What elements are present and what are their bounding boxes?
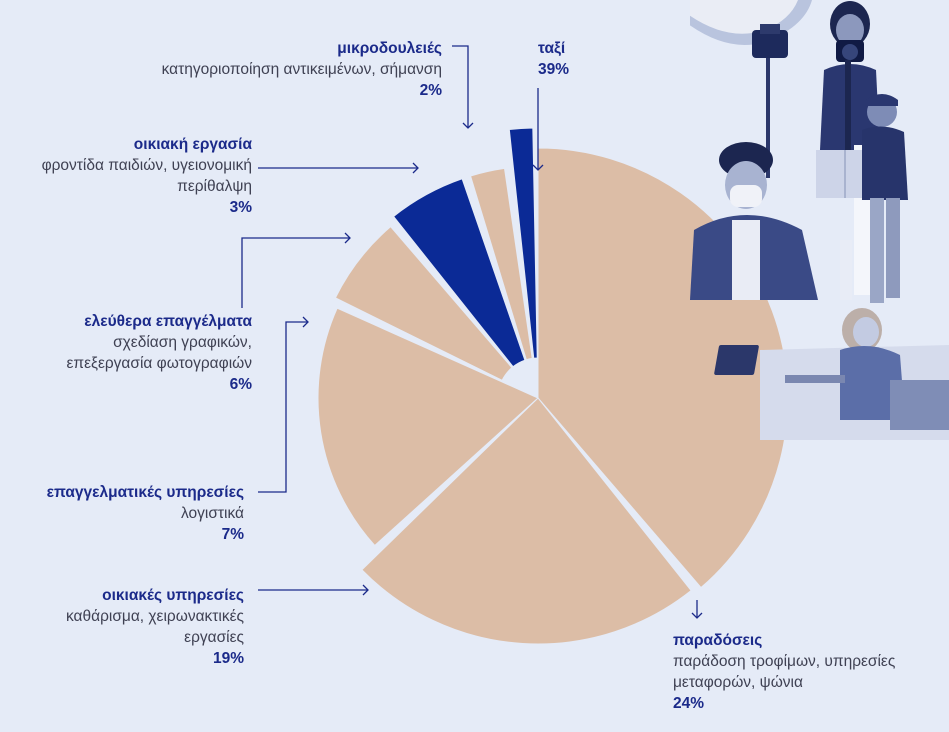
slice-percent: 2% bbox=[419, 82, 442, 99]
slice-description: παράδοση τροφίμων, υπηρεσίες μεταφορών, … bbox=[673, 653, 896, 691]
slice-percent: 24% bbox=[673, 695, 705, 712]
leader-lines bbox=[241, 45, 703, 619]
slice-label-microtasks: μικροδουλειές κατηγοριοποίηση αντικειμέν… bbox=[142, 38, 442, 101]
slice-description: λογιστικά bbox=[181, 505, 244, 522]
slice-title: ταξί bbox=[538, 40, 566, 57]
gig-workers-photo-icon bbox=[690, 0, 949, 440]
pie-slice-microtasks bbox=[508, 127, 538, 359]
slice-label-housework: οικιακή εργασία φροντίδα παιδιών, υγειον… bbox=[0, 134, 252, 218]
slice-description: καθάρισμα, χειρωνακτικές εργασίες bbox=[65, 608, 244, 646]
leader-professional bbox=[258, 321, 308, 493]
slice-percent: 7% bbox=[221, 526, 244, 543]
leader-freelance-arrowhead bbox=[344, 232, 351, 244]
slice-title: οικιακές υπηρεσίες bbox=[102, 587, 244, 604]
leader-freelance bbox=[241, 237, 350, 308]
slice-title: οικιακή εργασία bbox=[133, 136, 252, 153]
slice-title: ελεύθερα επαγγέλματα bbox=[84, 313, 252, 330]
pie-slice-professional bbox=[334, 225, 513, 381]
slice-description: κατηγοριοποίηση αντικειμένων, σήμανση bbox=[161, 61, 442, 78]
slice-title: μικροδουλειές bbox=[337, 40, 442, 57]
pie-slice-freelance bbox=[392, 178, 526, 368]
slice-title: παραδόσεις bbox=[673, 632, 763, 649]
slice-title: επαγγελματικές υπηρεσίες bbox=[46, 484, 244, 501]
leader-professional-arrowhead bbox=[302, 316, 309, 328]
slice-description: φροντίδα παιδιών, υγειονομική περίθαλψη bbox=[41, 157, 252, 195]
slice-label-home-services: οικιακές υπηρεσίες καθάρισμα, χειρωνακτι… bbox=[0, 585, 244, 669]
slice-label-freelance: ελεύθερα επαγγέλματα σχεδίαση γραφικών, … bbox=[0, 311, 252, 395]
pie-slice-deliveries bbox=[361, 397, 692, 645]
leader-deliveries-arrowhead bbox=[691, 612, 703, 619]
leader-housework-arrowhead bbox=[412, 162, 419, 174]
slice-description: σχεδίαση γραφικών, επεξεργασία φωτογραφι… bbox=[66, 334, 252, 372]
leader-microtasks bbox=[452, 45, 469, 128]
slice-percent: 19% bbox=[212, 650, 244, 667]
leader-taxi-arrowhead bbox=[532, 164, 544, 171]
slice-percent: 3% bbox=[229, 199, 252, 216]
slice-label-deliveries: παραδόσεις παράδοση τροφίμων, υπηρεσίες … bbox=[673, 630, 943, 714]
pie-slice-home-services bbox=[317, 307, 539, 547]
slice-percent: 6% bbox=[229, 376, 252, 393]
leader-microtasks-arrowhead bbox=[462, 122, 474, 129]
slice-label-professional: επαγγελματικές υπηρεσίες λογιστικά 7% bbox=[0, 482, 244, 545]
slice-percent: 39% bbox=[538, 61, 570, 78]
pie-slice-housework bbox=[469, 167, 533, 361]
slice-label-taxi: ταξί 39% bbox=[538, 38, 838, 80]
leader-home-services-arrowhead bbox=[362, 584, 369, 596]
